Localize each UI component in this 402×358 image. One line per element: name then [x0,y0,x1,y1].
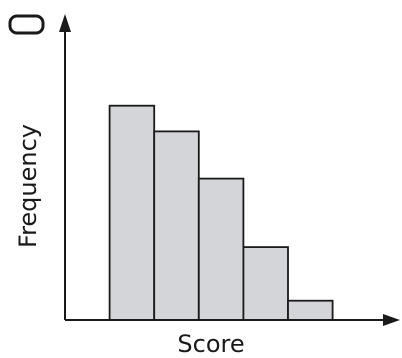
histogram-bar-1 [108,104,156,321]
histogram-bar-4 [242,246,289,321]
y-axis-label: Frequency [14,124,42,248]
histogram-bar-3 [197,177,245,321]
histogram-bar-5 [287,299,334,321]
histogram-bar-2 [153,130,200,321]
x-axis-label: Score [177,330,244,358]
corner-box-icon [8,14,45,35]
x-axis-arrow-icon [383,314,400,326]
bars-group [108,104,334,321]
y-axis-arrow-icon [59,14,71,32]
